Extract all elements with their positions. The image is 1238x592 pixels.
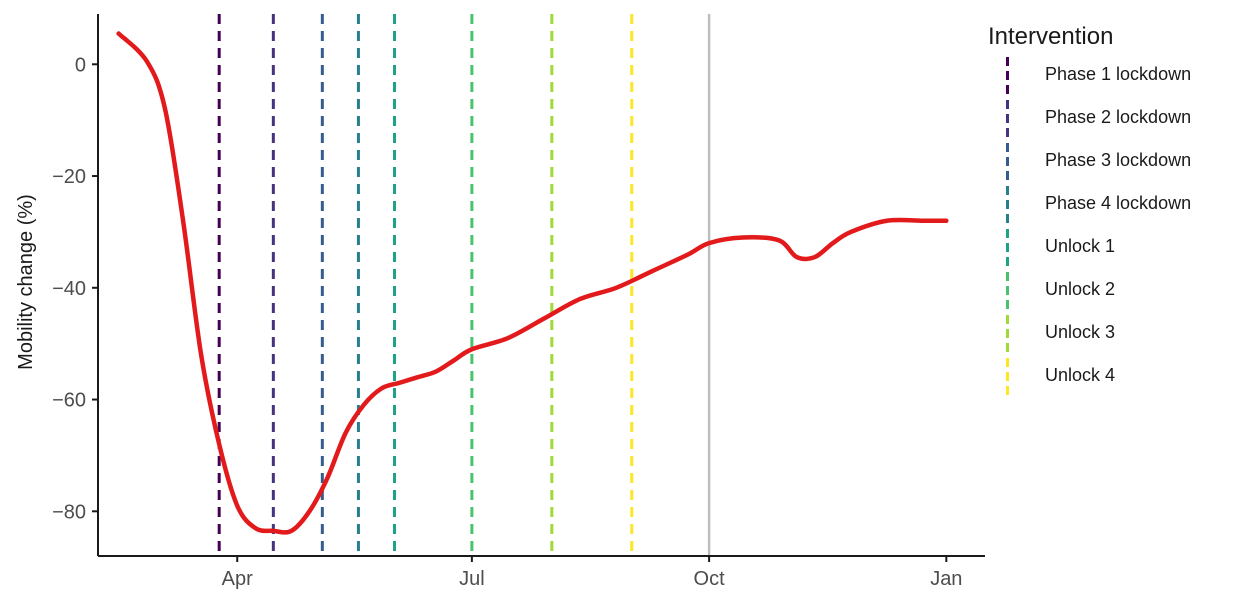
legend-item: Unlock 2 [988,269,1233,312]
legend-label: Unlock 4 [1045,365,1116,385]
legend-label: Unlock 3 [1045,322,1116,342]
legend-item: Phase 4 lockdown [988,183,1233,226]
y-axis-label: Mobility change (%) [15,194,37,370]
y-tick-label: −60 [52,390,86,412]
x-tick-label: Jan [930,568,962,590]
y-tick-label: 0 [75,54,86,76]
x-tick-label: Jul [459,568,485,590]
legend-item: Phase 3 lockdown [988,140,1233,183]
legend-key-dash [1006,54,1010,97]
legend-key-dash [1006,226,1010,269]
legend: Intervention Phase 1 lockdown Phase 2 loc… [988,20,1233,398]
legend-item: Unlock 3 [988,312,1233,355]
legend-items: Phase 1 lockdown Phase 2 lockdown Phase 3 … [988,54,1233,398]
legend-item: Unlock 1 [988,226,1233,269]
legend-item: Phase 2 lockdown [988,97,1233,140]
legend-label: Unlock 2 [1045,279,1116,299]
legend-key-dash [1006,97,1010,140]
legend-label: Phase 4 lockdown [1045,193,1192,213]
legend-label: Phase 3 lockdown [1045,150,1192,170]
legend-key-dash [1006,269,1010,312]
legend-item: Unlock 4 [988,355,1233,398]
legend-key-dash [1006,312,1010,355]
legend-key-dash [1006,183,1010,226]
x-tick-label: Apr [222,568,253,590]
intervention-lines [217,14,634,556]
y-tick-label: −40 [52,278,86,300]
legend-key-dash [1006,140,1010,183]
legend-label: Phase 2 lockdown [1045,107,1192,127]
legend-label: Unlock 1 [1045,236,1116,256]
series-layer [116,31,949,535]
legend-title: Intervention [988,23,1114,50]
y-tick-label: −20 [52,166,86,188]
legend-key-dash [1006,355,1010,398]
y-tick-label: −80 [52,501,86,523]
legend-label: Phase 1 lockdown [1045,64,1192,84]
x-tick-label: Oct [694,568,726,590]
axes: 0 −20 −40 −60 −80 Apr Jul Oct Jan [52,14,985,590]
mobility-series-line [116,31,949,535]
legend-item: Phase 1 lockdown [988,54,1233,97]
